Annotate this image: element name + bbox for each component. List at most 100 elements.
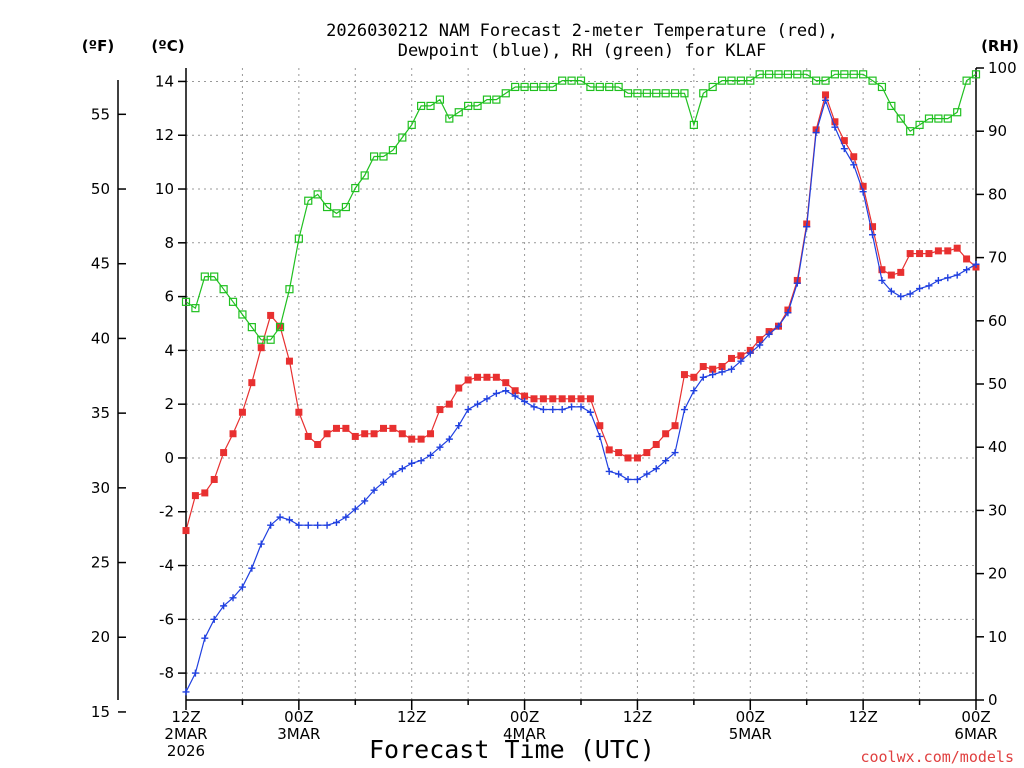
data-point (398, 465, 406, 473)
data-point (680, 371, 688, 379)
data-point (445, 400, 453, 408)
data-point (294, 234, 303, 243)
data-point (963, 266, 971, 274)
data-point (389, 470, 397, 478)
data-point (642, 89, 651, 98)
data-point (775, 322, 782, 330)
data-point (267, 311, 275, 319)
rh-tick-label: 100 (988, 59, 1017, 77)
data-point (934, 114, 943, 123)
data-point (285, 285, 294, 294)
data-point (229, 430, 237, 438)
data-point (615, 449, 623, 457)
data-point (483, 395, 491, 403)
data-point (417, 435, 425, 443)
data-point (662, 457, 670, 465)
data-point (972, 260, 980, 268)
data-point (887, 271, 895, 279)
fahrenheit-tick-label: 15 (91, 703, 110, 721)
data-point (897, 293, 905, 301)
data-point (906, 127, 915, 136)
data-point (267, 521, 275, 529)
data-point (313, 190, 322, 199)
data-point (370, 486, 378, 494)
data-point (652, 441, 660, 449)
data-point (219, 285, 228, 294)
data-point (567, 76, 576, 85)
celsius-tick-label: 4 (164, 341, 174, 359)
x-tick-label: 12Z (623, 708, 652, 726)
x-tick-label: 12Z (171, 708, 200, 726)
data-point (718, 368, 726, 376)
data-point (577, 403, 585, 411)
data-point (210, 272, 219, 281)
fahrenheit-tick-label: 20 (91, 628, 110, 646)
data-point (943, 114, 952, 123)
rh-tick-label: 10 (988, 628, 1007, 646)
rh-tick-label: 90 (988, 122, 1007, 140)
data-point (577, 395, 585, 403)
data-point (680, 89, 689, 98)
fahrenheit-tick-label: 30 (91, 479, 110, 497)
rh-tick-label: 80 (988, 185, 1007, 203)
data-point (699, 373, 707, 381)
data-point (840, 137, 848, 145)
data-point (276, 513, 284, 521)
data-point (615, 470, 623, 478)
data-point (877, 82, 887, 92)
data-point (624, 454, 632, 462)
data-point (398, 430, 406, 438)
data-point (238, 583, 246, 591)
data-point (840, 70, 849, 79)
data-point (605, 467, 613, 475)
data-point (953, 244, 961, 252)
celsius-tick-label: -2 (159, 503, 174, 521)
data-point (934, 247, 942, 255)
data-point (576, 76, 586, 85)
chart-title-line2: Dewpoint (blue), RH (green) for KLAF (398, 41, 766, 61)
rh-unit-label: (RH) (981, 37, 1019, 55)
data-point (605, 82, 614, 92)
data-point (830, 70, 840, 79)
rh-tick-label: 50 (988, 375, 1007, 393)
data-point (191, 492, 199, 500)
data-point (530, 403, 538, 411)
data-point (314, 441, 322, 449)
data-point (229, 594, 237, 602)
data-point (963, 255, 971, 263)
celsius-tick-label: 10 (155, 180, 174, 198)
data-point (455, 422, 463, 430)
data-point (436, 443, 444, 451)
data-point (473, 101, 482, 111)
data-point (520, 82, 529, 92)
grid-lines (186, 68, 976, 700)
x-axis-label: Forecast Time (UTC) (369, 735, 655, 764)
data-point (822, 96, 830, 104)
data-point (840, 145, 848, 153)
data-point (285, 357, 293, 365)
data-point (736, 76, 745, 85)
data-point (689, 120, 698, 129)
x-tick-label: 2MAR (164, 725, 207, 743)
data-point (200, 272, 209, 281)
data-point (680, 406, 688, 414)
x-tick-label: 00Z (510, 708, 539, 726)
data-point (492, 373, 500, 381)
data-point (369, 152, 379, 161)
data-point (652, 465, 660, 473)
data-point (304, 432, 312, 440)
data-point (953, 108, 962, 117)
fahrenheit-tick-label: 25 (91, 554, 110, 572)
data-point (257, 344, 265, 352)
data-point (323, 430, 331, 438)
data-point (342, 424, 350, 432)
data-point (502, 387, 510, 395)
data-point (896, 114, 905, 123)
data-point (869, 223, 877, 231)
data-point (474, 373, 482, 381)
data-point (727, 354, 735, 362)
series-layer (181, 70, 981, 696)
data-point (408, 459, 416, 467)
data-point (492, 389, 500, 397)
